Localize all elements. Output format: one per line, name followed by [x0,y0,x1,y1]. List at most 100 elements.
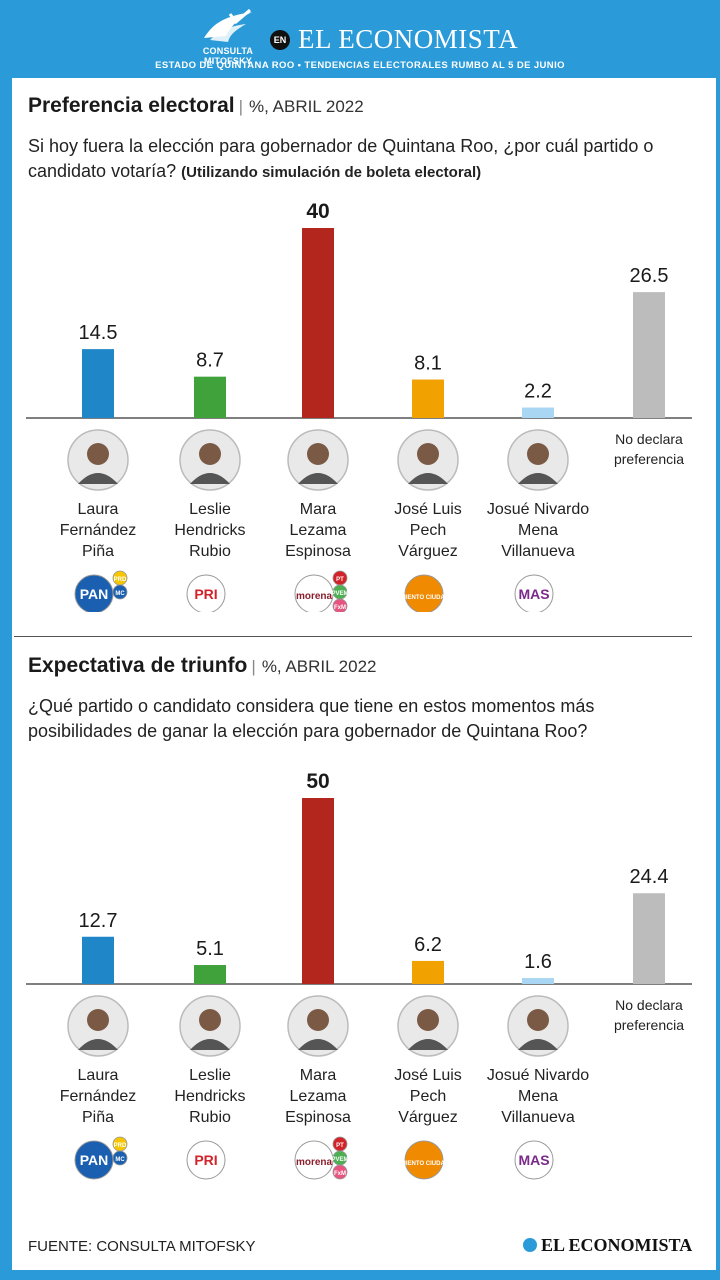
party-logo [186,1140,226,1180]
category-label: Laura [78,501,119,518]
party-logo-small-text: PRD [114,577,127,583]
category-label: José Luis [394,501,462,518]
party-logo-small [332,1164,348,1180]
candidate-photo-body [518,473,558,484]
section1-meta: %, ABRIL 2022 [249,97,364,116]
category-label: Lezama [290,522,347,539]
candidate-photo-body [78,1039,118,1050]
candidate-photo-head [417,1009,439,1031]
bar [194,965,226,984]
candidate-photo-head [527,443,549,465]
data-label: 2.2 [524,381,552,403]
candidate-photo-head [307,1009,329,1031]
party-logo-text: MOVIMIENTO CIUDADANO [386,1161,463,1167]
economista-dot-icon [523,1238,537,1252]
candidate-photo-body [408,473,448,484]
party-logo-small-text: PRD [114,1143,127,1149]
category-label: Pech [410,522,446,539]
party-logo [404,1140,444,1180]
category-label: Espinosa [285,543,351,560]
expectativa-chart: 12.7 5.1 50 6.2 1.6 24.4 Laura Fernández Piña PAN… [26,770,692,1180]
data-label: 26.5 [630,265,669,287]
category-label: Mara [300,501,337,518]
category-label: Fernández [60,522,137,539]
party-logo-small [112,584,128,600]
section1-question-note: (Utilizando simulación de boleta elector… [181,164,482,181]
data-label: 12.7 [79,910,118,932]
preferencia-chart: 14.5 8.7 40 8.1 2.2 26.5 Laura Fernández Piña PAN… [26,200,692,612]
party-logo-text: PRI [194,1152,217,1168]
consulta-mitofsky-logo: CONSULTA MITOFSKY [190,8,266,66]
party-logo-text: morena [296,591,333,602]
data-label: 5.1 [196,938,224,960]
category-label: No declara [615,997,683,1013]
section2-title-text: Expectativa de triunfo [28,654,248,677]
candidate-photo-head [199,1009,221,1031]
party-logo-text: MAS [518,586,549,602]
data-label: 1.6 [524,951,552,973]
header-subtitle: ESTADO DE QUINTANA ROO • TENDENCIAS ELEC… [155,60,565,71]
category-label: Mena [518,1088,558,1105]
section-divider [14,636,692,637]
bar [633,292,665,418]
category-label: preferencia [614,1017,684,1033]
party-logo-small-text: PT [336,577,344,583]
party-logo-text: MAS [518,1152,549,1168]
category-label: Piña [82,1109,114,1126]
bar [82,936,114,984]
candidate-photo-head [87,1009,109,1031]
footer-brand: EL ECONOMISTA [523,1235,692,1256]
category-label: José Luis [394,1067,462,1084]
section1-question-text: Si hoy fuera la elección para gobernador… [28,136,654,181]
category-label: Hendricks [174,1088,245,1105]
bar [194,376,226,418]
data-label: 24.4 [630,866,669,888]
bar [82,349,114,418]
footer-brand-text: EL ECONOMISTA [541,1235,693,1255]
party-logo-small-text: FxM [334,1171,346,1177]
party-logo-small-text: PVEM [331,1157,348,1163]
category-label: Espinosa [285,1109,351,1126]
section1-title: Preferencia electoral |%, ABRIL 2022 [28,94,364,117]
category-label: Fernández [60,1088,137,1105]
section2-question: ¿Qué partido o candidato considera que t… [28,694,688,744]
party-logo [186,574,226,612]
party-logo-small [112,1150,128,1166]
candidate-photo-head [199,443,221,465]
party-logo [404,574,444,612]
mitofsky-logo-text: CONSULTA MITOFSKY [202,46,254,66]
category-label: Mena [518,522,558,539]
party-logo [514,1140,554,1180]
category-label: Josué Nivardo [487,501,589,518]
category-label: Mara [300,1067,337,1084]
section1-question: Si hoy fuera la elección para gobernador… [28,134,688,185]
data-label: 8.1 [414,353,442,375]
candidate-photo-body [408,1039,448,1050]
bar [412,379,444,418]
party-logo-text: MOVIMIENTO CIUDADANO [386,595,463,601]
category-label: Hendricks [174,522,245,539]
party-logo-small-text: FxM [334,605,346,611]
category-label: Rubio [189,543,231,560]
category-label: Leslie [189,501,231,518]
brand-title: EL ECONOMISTA [298,24,519,54]
bar [302,798,334,984]
section2-title: Expectativa de triunfo |%, ABRIL 2022 [28,654,377,677]
party-logo-small-text: MC [115,591,125,597]
bar [633,893,665,984]
data-label: 50 [306,770,329,793]
party-logo [514,574,554,612]
candidate-photo-body [298,1039,338,1050]
party-logo-text: PAN [80,1152,109,1168]
data-label: 8.7 [196,350,224,372]
candidate-photo-head [527,1009,549,1031]
category-label: Villanueva [501,1109,575,1126]
category-label: Rubio [189,1109,231,1126]
mitofsky-bird-icon [204,8,252,42]
category-label: Villanueva [501,543,575,560]
category-label: Josué Nivardo [487,1067,589,1084]
candidate-photo-body [298,473,338,484]
bar [522,978,554,984]
category-label: Leslie [189,1067,231,1084]
category-label: No declara [615,431,683,447]
